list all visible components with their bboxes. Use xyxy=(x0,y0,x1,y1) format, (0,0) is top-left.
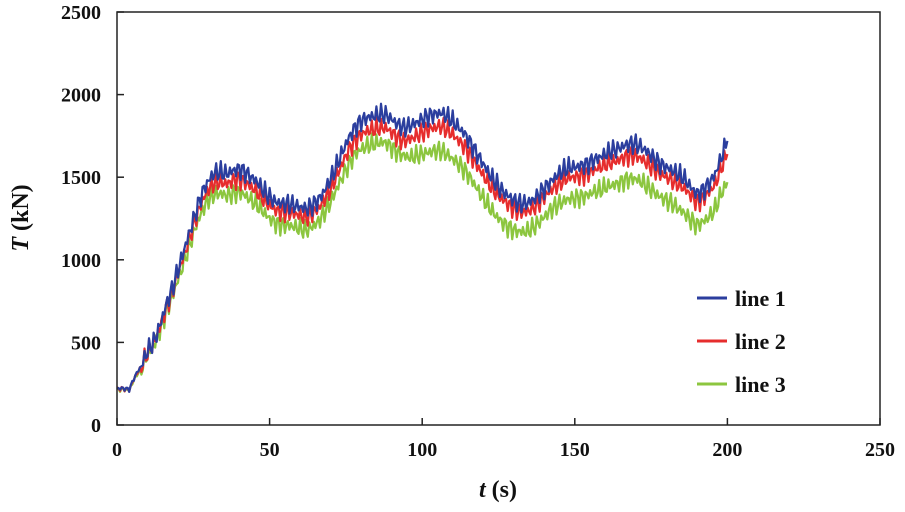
series-layer xyxy=(116,102,729,393)
y-tick-label: 2500 xyxy=(61,2,101,24)
legend-label-2: line 2 xyxy=(735,329,786,354)
plot-frame xyxy=(116,11,881,426)
x-tick-label: 100 xyxy=(407,439,437,461)
y-tick-label: 500 xyxy=(71,332,101,354)
x-axis-title-unit: (s) xyxy=(486,477,517,503)
y-tick-label: 1000 xyxy=(61,250,101,272)
legend-label-1: line 1 xyxy=(735,286,786,311)
legend-label-3: line 3 xyxy=(735,372,786,397)
y-axis-title-variable: T xyxy=(8,236,34,252)
x-tick-label: 0 xyxy=(112,439,122,461)
x-axis-title-variable: t xyxy=(479,477,487,503)
y-tick-label: 1500 xyxy=(61,167,101,189)
series-line-3 xyxy=(116,132,729,393)
legend: line 1 line 2 line 3 xyxy=(697,286,786,397)
series-line-2 xyxy=(116,116,729,393)
y-axis-title: T (kN) xyxy=(8,184,34,251)
x-tick-label: 200 xyxy=(712,439,742,461)
x-tick-label: 150 xyxy=(560,439,590,461)
y-tick-label: 2000 xyxy=(61,85,101,107)
x-tick-label: 50 xyxy=(260,439,280,461)
y-axis-title-unit: (kN) xyxy=(8,184,34,237)
series-line-1 xyxy=(116,102,729,393)
x-axis-title: t (s) xyxy=(479,477,517,503)
y-tick-label: 0 xyxy=(91,415,101,437)
x-tick-label: 250 xyxy=(865,439,895,461)
